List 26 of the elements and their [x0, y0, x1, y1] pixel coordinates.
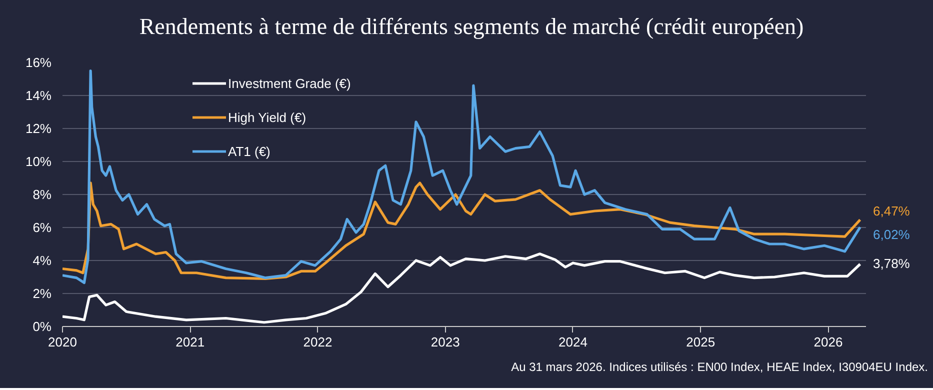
y-tick-label: 8%	[32, 187, 52, 202]
legend-label: High Yield (€)	[228, 110, 306, 124]
y-tick-label: 10%	[25, 154, 52, 169]
y-tick-label: 6%	[32, 220, 52, 235]
data-label: 6,02%	[873, 227, 910, 242]
x-tick-label: 2026	[814, 334, 843, 350]
data-label: 6,47%	[873, 204, 910, 219]
text: Au 31 mars 2026. Indices utilisés : EN00 Index, HEAE Index, I30904EU Index.	[511, 359, 928, 376]
line-series	[62, 252, 862, 324]
x-tick-label: 2020	[48, 334, 77, 350]
y-tick-label: 4%	[32, 253, 52, 268]
legend-label: Investment Grade (€)	[228, 76, 351, 90]
x-tick-label: 2022	[303, 334, 332, 350]
y-tick-label: 0%	[32, 319, 52, 334]
x-tick-label: 2023	[430, 334, 460, 350]
y-tick-label: 2%	[32, 286, 52, 301]
chart-title: Rendements à terme de différents segments de marché (crédit européen)	[139, 13, 804, 41]
x-tick-label: 2025	[686, 334, 716, 350]
line-series	[62, 69, 862, 284]
y-tick-label: 12%	[25, 121, 52, 136]
x-tick-label: 2024	[558, 334, 588, 350]
legend-label: AT1 (€)	[228, 144, 270, 158]
data-label: 3,78%	[873, 256, 910, 272]
y-tick-label: 16%	[25, 55, 52, 70]
x-tick-label: 2021	[176, 334, 205, 350]
y-tick-label: 14%	[25, 88, 52, 103]
